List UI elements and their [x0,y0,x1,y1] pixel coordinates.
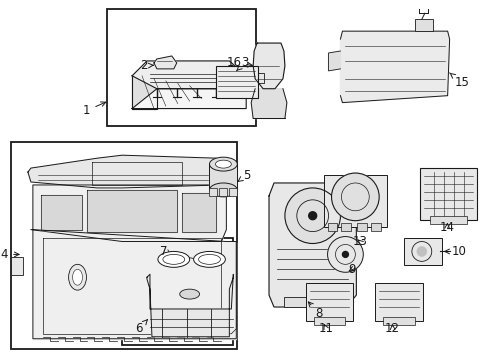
Text: 16: 16 [226,57,252,69]
Bar [11,142,237,349]
Polygon shape [28,155,226,188]
Polygon shape [31,185,226,242]
Bar [327,223,337,231]
Text: 13: 13 [352,235,366,248]
Ellipse shape [198,255,220,264]
Ellipse shape [209,157,237,171]
Bar [229,188,237,196]
Bar [429,216,467,224]
Ellipse shape [158,251,189,267]
Bar [305,283,353,321]
Bar [11,257,23,275]
Bar [122,238,233,345]
Text: 9: 9 [347,263,355,276]
Circle shape [331,173,378,221]
Ellipse shape [180,289,199,299]
Bar [216,66,258,98]
Ellipse shape [163,255,184,264]
Bar [370,223,380,231]
Bar [341,223,351,231]
Bar [357,223,366,231]
Polygon shape [132,76,157,109]
Ellipse shape [68,264,86,290]
Bar [403,238,441,265]
Polygon shape [154,56,176,69]
Polygon shape [132,76,245,109]
Text: 7: 7 [160,245,167,258]
Circle shape [416,247,426,256]
Bar [219,188,227,196]
Polygon shape [41,195,82,230]
Ellipse shape [209,183,237,197]
Bar [209,188,217,196]
Bar [313,317,345,325]
Bar [419,168,476,220]
Polygon shape [328,51,340,71]
Polygon shape [33,230,236,339]
Text: 2: 2 [140,59,153,72]
Text: 14: 14 [439,221,454,234]
Polygon shape [132,61,245,89]
Text: 3: 3 [236,57,248,71]
Text: 11: 11 [318,322,333,335]
Polygon shape [147,274,233,337]
Circle shape [327,237,363,272]
Text: 5: 5 [238,168,250,181]
Bar [323,175,386,227]
Polygon shape [209,164,237,190]
Ellipse shape [72,269,82,285]
Polygon shape [251,89,286,118]
Text: 12: 12 [385,322,399,335]
Polygon shape [182,193,216,231]
Polygon shape [340,31,448,103]
Ellipse shape [215,160,231,168]
Circle shape [285,188,340,243]
Text: 10: 10 [444,245,466,258]
Text: 4: 4 [0,248,19,261]
Text: 1: 1 [83,102,105,117]
Circle shape [308,212,316,220]
Text: 15: 15 [448,73,468,89]
Bar [383,317,414,325]
Text: 6: 6 [135,320,147,335]
Text: 8: 8 [308,302,323,320]
Bar [284,297,338,307]
Polygon shape [253,43,285,89]
Circle shape [342,251,347,257]
Ellipse shape [193,251,225,267]
Bar [374,283,422,321]
Bar [107,9,256,126]
Polygon shape [87,190,176,231]
Polygon shape [268,183,356,307]
Bar [414,19,432,31]
